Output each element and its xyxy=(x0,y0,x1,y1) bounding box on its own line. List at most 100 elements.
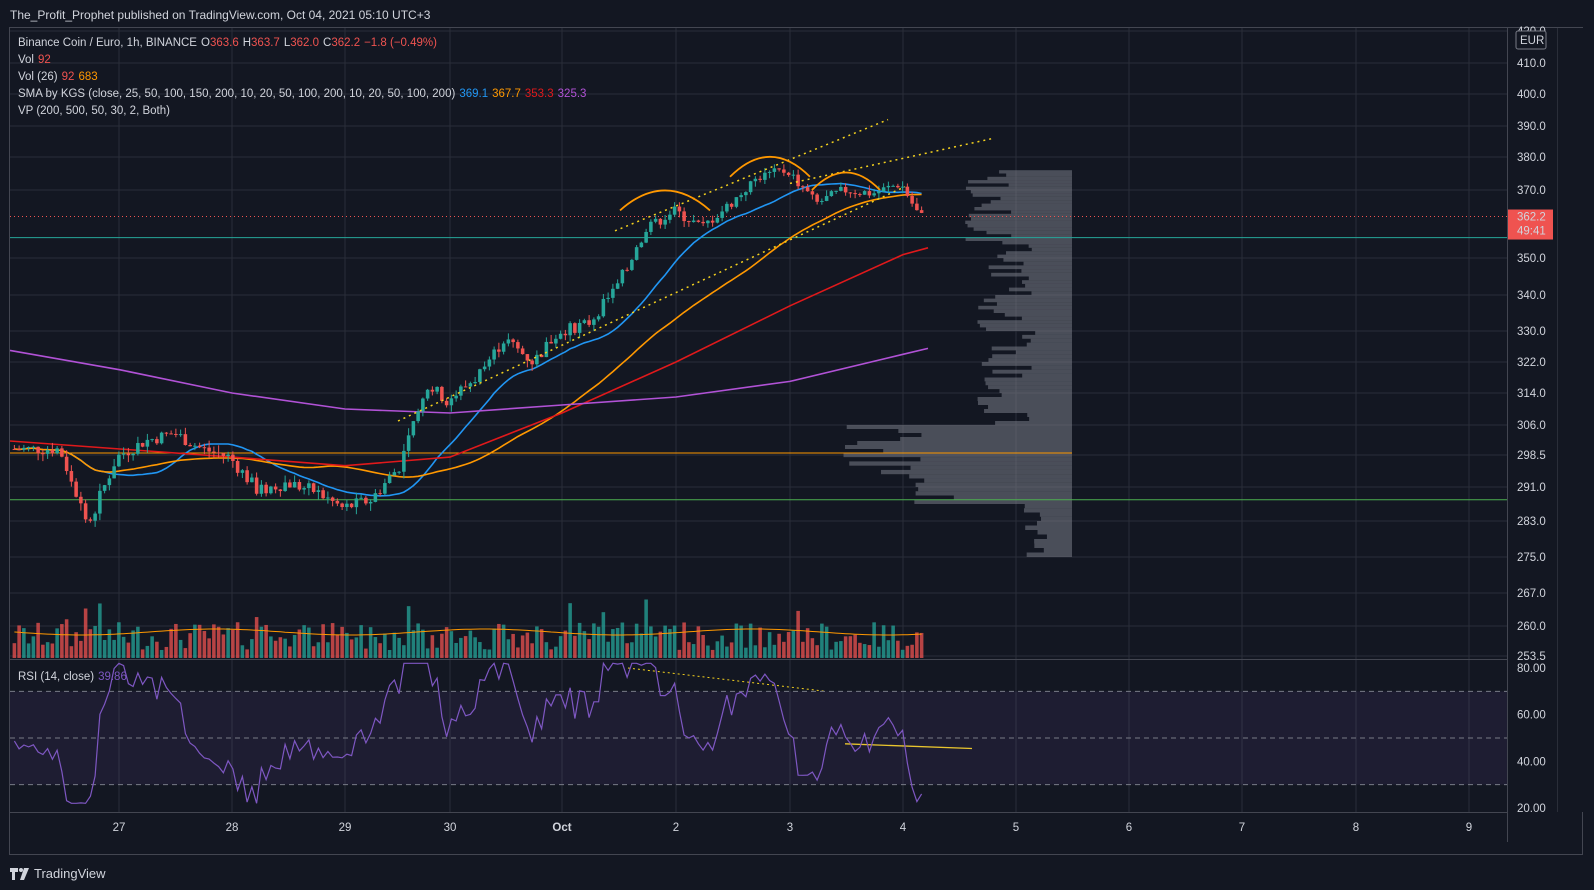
candle-body xyxy=(41,453,45,455)
volume-profile-row xyxy=(1009,287,1072,292)
candle-body xyxy=(853,193,857,195)
candle-body xyxy=(60,448,64,457)
volume-bar xyxy=(744,647,748,658)
volume-bar xyxy=(839,641,843,658)
price-tick-label: 400.0 xyxy=(1517,89,1546,101)
candle-body xyxy=(430,389,435,392)
volume-bar xyxy=(425,648,430,658)
head-shoulders-right xyxy=(811,171,881,191)
price-tick-label: 370.0 xyxy=(1517,185,1546,197)
volume-profile-row xyxy=(1027,413,1072,417)
candle-body xyxy=(511,339,515,343)
candle-body xyxy=(677,206,682,212)
volume-bar xyxy=(155,641,159,658)
candle-body xyxy=(454,395,458,399)
volume-profile-row xyxy=(1043,548,1072,553)
volume-bar xyxy=(544,642,549,658)
volume-bar xyxy=(22,628,26,658)
candle-body xyxy=(872,193,876,196)
volume-bar xyxy=(112,639,116,658)
volume-bar xyxy=(98,603,102,658)
volume-profile-row xyxy=(921,433,1072,437)
candle-body xyxy=(449,398,454,406)
volume-bar xyxy=(321,624,325,658)
candle-body xyxy=(121,453,126,455)
volume-profile-row xyxy=(1023,508,1072,513)
price-tick-label: 350.0 xyxy=(1517,253,1546,265)
volume-profile-row xyxy=(992,354,1072,359)
candle-body xyxy=(786,172,791,175)
price-axis-bg xyxy=(1508,28,1583,812)
volume-profile-row xyxy=(970,190,1072,194)
candle-body xyxy=(478,369,482,383)
volume-profile-row xyxy=(1003,258,1072,262)
candle-body xyxy=(482,366,487,370)
candle-body xyxy=(188,445,192,447)
volume-bar xyxy=(820,623,824,658)
candle-body xyxy=(539,354,544,358)
price-tick-label: 275.0 xyxy=(1517,552,1546,564)
candle-body xyxy=(340,503,344,508)
legend-symbol[interactable]: Binance Coin / Euro, 1h, BINANCE xyxy=(18,37,197,49)
volume-profile-row xyxy=(1035,331,1072,335)
volume-profile-row xyxy=(1008,183,1072,187)
candle-body xyxy=(848,192,853,194)
legend-rsi-row: RSI (14, close) 39.86 xyxy=(18,670,131,684)
legend-vol-label[interactable]: Vol xyxy=(18,54,34,66)
tradingview-logo[interactable]: TradingView xyxy=(10,866,106,881)
legend-vp-label[interactable]: VP (200, 500, 50, 30, 2, Both) xyxy=(18,105,170,117)
volume-bar xyxy=(482,649,487,658)
drawings[interactable] xyxy=(397,118,994,750)
candle-body xyxy=(411,421,416,436)
volume-bar xyxy=(791,630,796,658)
candle-body xyxy=(839,186,843,191)
candle-body xyxy=(815,194,819,202)
volume-profile-row xyxy=(1022,373,1072,378)
volume-bar xyxy=(862,644,867,658)
candle-body xyxy=(140,443,145,447)
volume-bar xyxy=(782,641,786,658)
volume-profile-row xyxy=(1022,280,1072,284)
sma-orange-line xyxy=(14,193,922,478)
legend-vol26-v1: 92 xyxy=(61,71,75,83)
volume-profile-row xyxy=(997,254,1072,258)
volume-bar xyxy=(235,622,240,658)
volume-bar xyxy=(653,636,658,658)
volume-profile-row xyxy=(914,499,1072,504)
volume-bar xyxy=(88,629,93,658)
candle-body xyxy=(653,218,658,222)
candle-body xyxy=(682,211,686,222)
footer xyxy=(0,855,1594,890)
volume-profile-row xyxy=(1039,512,1072,517)
legend-rsi-label[interactable]: RSI (14, close) xyxy=(18,671,95,683)
volume-profile-row xyxy=(1025,283,1072,288)
candle-body xyxy=(701,221,705,224)
legend-sma-label[interactable]: SMA by KGS (close, 25, 50, 100, 150, 200… xyxy=(18,88,456,100)
time-tick-label: 8 xyxy=(1353,822,1359,834)
volume-bar xyxy=(245,649,249,658)
legend-vol26-label[interactable]: Vol (26) xyxy=(18,71,58,83)
volume-bar xyxy=(687,642,691,658)
volume-bar xyxy=(273,640,278,658)
volume-bar xyxy=(919,632,924,658)
volume-bar xyxy=(891,625,895,658)
candle-body xyxy=(587,320,591,325)
candle-body xyxy=(634,247,639,260)
volume-profile-row xyxy=(995,421,1072,425)
volume-profile-row xyxy=(968,180,1072,184)
volume-bar xyxy=(777,633,781,658)
volume-profile-row xyxy=(1034,543,1072,548)
volume-bar xyxy=(411,630,416,658)
legend-h-label: H xyxy=(242,37,252,49)
candle-body xyxy=(440,386,444,401)
volume-bar xyxy=(815,645,819,658)
volume-profile-row xyxy=(898,429,1072,433)
volume-bar xyxy=(729,642,734,658)
candle-body xyxy=(473,382,477,384)
candle-body xyxy=(492,349,496,360)
volume-profile-row xyxy=(1028,244,1072,248)
candle-body xyxy=(573,323,577,333)
volume-bar xyxy=(530,643,534,658)
legend-rsi-value: 39.86 xyxy=(98,671,127,683)
